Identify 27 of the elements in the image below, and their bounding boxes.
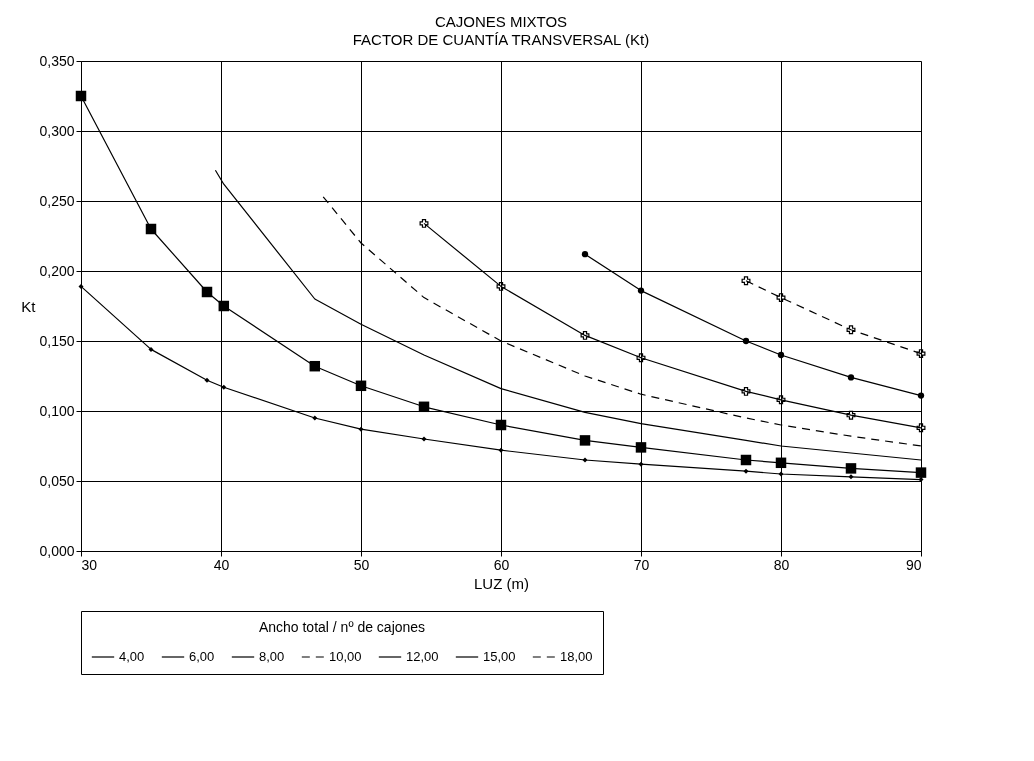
legend-label: 15,00 <box>483 649 516 664</box>
x-tick-label: 60 <box>493 556 510 573</box>
chart-title: CAJONES MIXTOS <box>434 13 568 30</box>
chart-subtitle: FACTOR DE CUANTÍA TRANSVERSAL (Kt) <box>352 31 650 48</box>
x-tick-label: 80 <box>773 556 790 573</box>
y-tick-label: 0,250 <box>39 192 75 209</box>
y-tick-label: 0,050 <box>39 472 75 489</box>
y-tick-label: 0,300 <box>39 122 75 139</box>
y-tick-label: 0,100 <box>39 402 75 419</box>
legend-label: 6,00 <box>189 649 215 664</box>
x-tick-label: 90 <box>905 556 922 573</box>
y-axis-title: Kt <box>21 297 37 315</box>
legend-title: Ancho total / nº de cajones <box>258 619 426 635</box>
legend-label: 12,00 <box>406 649 439 664</box>
legend-label: 4,00 <box>119 649 145 664</box>
x-tick-label: 40 <box>213 556 230 573</box>
x-axis-title: LUZ (m) <box>474 574 529 592</box>
x-tick-label: 30 <box>81 556 98 573</box>
legend-label: 10,00 <box>329 649 362 664</box>
x-tick-label: 50 <box>353 556 370 573</box>
y-tick-label: 0,350 <box>39 52 75 69</box>
y-tick-label: 0,200 <box>39 262 75 279</box>
legend-label: 8,00 <box>259 649 285 664</box>
x-tick-label: 70 <box>633 556 650 573</box>
legend-label: 18,00 <box>560 649 593 664</box>
y-tick-label: 0,150 <box>39 332 75 349</box>
y-tick-label: 0,000 <box>39 542 75 559</box>
